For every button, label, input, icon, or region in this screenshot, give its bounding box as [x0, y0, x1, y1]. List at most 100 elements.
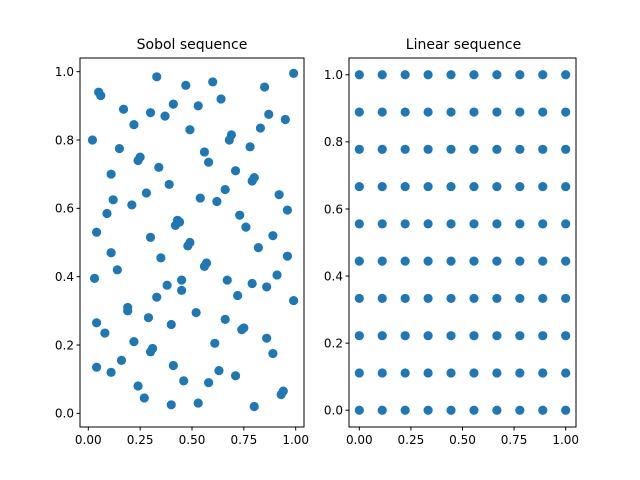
- sobol-x-tick-label: 0.50: [179, 433, 206, 447]
- linear-point: [538, 331, 548, 341]
- sobol-point: [162, 280, 172, 290]
- sobol-point: [203, 377, 214, 388]
- linear-point: [423, 368, 433, 378]
- linear-point: [377, 405, 387, 415]
- sobol-point: [237, 325, 247, 335]
- sobol-point: [220, 184, 230, 195]
- sobol-points: [87, 68, 299, 412]
- sobol-point: [268, 231, 278, 241]
- linear-y-tick-label: 0.8: [324, 135, 343, 149]
- linear-point: [492, 219, 502, 229]
- sobol-point: [145, 232, 156, 242]
- linear-point: [377, 144, 387, 154]
- sobol-point: [89, 273, 100, 283]
- linear-point: [515, 144, 525, 154]
- sobol-x-tick-label: 0.75: [230, 433, 257, 447]
- sobol-point: [152, 72, 162, 82]
- sobol-point: [195, 193, 205, 203]
- linear-point: [400, 70, 410, 80]
- sobol-point: [280, 114, 290, 125]
- sobol-point: [262, 333, 272, 343]
- sobol-point: [193, 398, 203, 408]
- linear-point: [423, 70, 433, 80]
- sobol-point: [233, 290, 243, 301]
- sobol-y-tick-label: 0.4: [55, 270, 74, 284]
- sobol-point: [170, 220, 181, 231]
- sobol-point: [143, 313, 154, 323]
- sobol-y-tick-label: 1.0: [55, 65, 74, 79]
- linear-point: [400, 144, 410, 154]
- sobol-panel: Sobol sequence 0.00.20.40.60.81.0 0.00 0.…: [55, 37, 309, 447]
- linear-point: [469, 219, 479, 229]
- linear-point: [377, 331, 387, 341]
- sobol-x-tick-label: 1.00: [282, 433, 309, 447]
- sobol-point: [179, 376, 189, 386]
- sobol-point: [139, 393, 149, 403]
- linear-point: [538, 144, 548, 154]
- sobol-point: [181, 80, 191, 90]
- linear-point: [515, 181, 525, 192]
- linear-point: [446, 256, 456, 266]
- sobol-point: [289, 295, 299, 306]
- linear-point: [515, 405, 525, 415]
- linear-point: [492, 70, 502, 80]
- linear-point: [561, 219, 571, 229]
- linear-x-tick-label: 0.50: [449, 433, 476, 447]
- linear-point: [538, 293, 548, 304]
- sobol-point: [94, 87, 104, 97]
- sobol-point: [91, 227, 102, 237]
- linear-point: [515, 368, 525, 378]
- sobol-point: [133, 381, 143, 391]
- linear-point: [561, 331, 571, 341]
- linear-point: [400, 405, 410, 415]
- linear-point: [561, 405, 571, 415]
- linear-point: [492, 331, 502, 341]
- linear-point: [561, 368, 571, 378]
- linear-y-tick-label: 0.6: [324, 202, 343, 216]
- sobol-point: [208, 77, 218, 87]
- linear-point: [561, 144, 571, 154]
- linear-y-tick-label: 0.0: [324, 404, 343, 418]
- linear-point: [423, 405, 433, 415]
- sobol-point: [141, 188, 151, 198]
- linear-point: [354, 144, 364, 154]
- sobol-point: [168, 99, 178, 109]
- sobol-point: [282, 251, 293, 261]
- sobol-point: [156, 253, 166, 263]
- sobol-y-axis: 0.0 0.2 0.4 0.6 0.8 1.0: [55, 65, 80, 421]
- sobol-point: [274, 190, 284, 200]
- sobol-point: [247, 176, 257, 186]
- linear-point: [492, 405, 502, 415]
- linear-point: [354, 219, 364, 229]
- sobol-point: [160, 111, 170, 121]
- sobol-point: [203, 157, 214, 167]
- sobol-point: [220, 314, 230, 324]
- linear-x-axis: 0.00 0.25 0.50 0.75 1.00: [346, 427, 579, 447]
- linear-x-tick-label: 0.75: [501, 433, 528, 447]
- linear-point: [377, 293, 387, 304]
- linear-point: [446, 368, 456, 378]
- linear-point: [538, 368, 548, 378]
- sobol-point: [112, 265, 122, 275]
- sobol-axes-frame: [79, 57, 305, 428]
- sobol-point: [276, 389, 286, 400]
- sobol-point: [123, 306, 133, 316]
- sobol-point: [133, 155, 143, 166]
- sobol-point: [230, 371, 241, 381]
- sobol-point: [230, 166, 241, 176]
- linear-point: [377, 107, 387, 117]
- linear-point: [538, 107, 548, 117]
- sobol-point: [253, 243, 263, 253]
- sobol-point: [199, 261, 210, 272]
- linear-point: [400, 181, 410, 192]
- linear-point: [538, 219, 548, 229]
- sobol-point: [152, 292, 162, 302]
- sobol-point: [100, 328, 110, 338]
- linear-point: [538, 405, 548, 415]
- sobol-point: [235, 210, 245, 220]
- sobol-x-axis: 0.00 0.25 0.50 0.75 1.00: [75, 427, 309, 447]
- sobol-point: [118, 104, 129, 114]
- sobol-point: [145, 347, 156, 357]
- linear-y-tick-label: 0.2: [324, 336, 343, 350]
